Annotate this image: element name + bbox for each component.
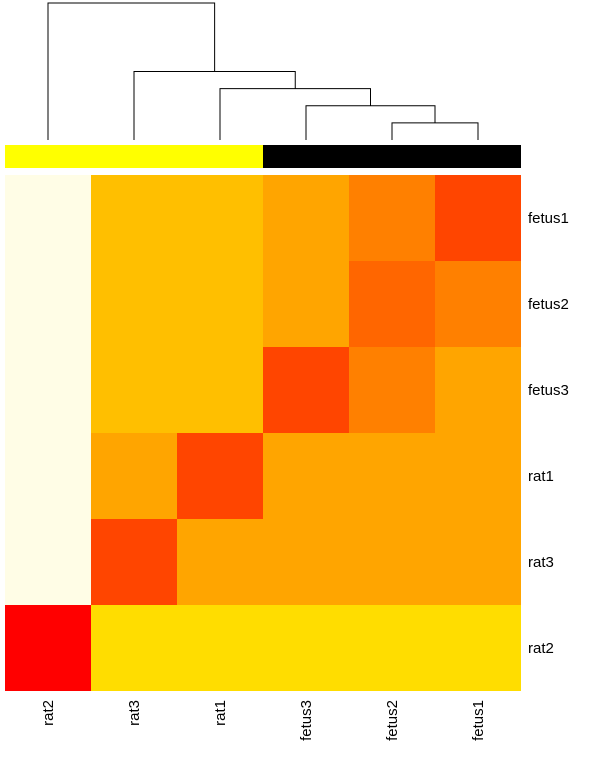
- heatmap-cell-rat1-rat3: [91, 433, 177, 519]
- heatmap-cell-rat3-fetus2: [349, 519, 435, 605]
- heatmap-cell-fetus3-rat3: [91, 347, 177, 433]
- group-bar-segment-rat3: [91, 145, 177, 168]
- heatmap-cell-rat3-fetus1: [435, 519, 521, 605]
- heatmap-cell-fetus1-rat2: [5, 175, 91, 261]
- heatmap-cell-rat1-rat1: [177, 433, 263, 519]
- heatmap-cell-rat1-fetus2: [349, 433, 435, 519]
- heatmap-cell-fetus2-fetus3: [263, 261, 349, 347]
- group-bar-segment-fetus3: [263, 145, 349, 168]
- group-bar-segment-rat1: [177, 145, 263, 168]
- group-bar-segment-fetus2: [349, 145, 435, 168]
- heatmap-cell-fetus1-rat1: [177, 175, 263, 261]
- dendrogram-link-1: [391, 122, 479, 140]
- heatmap-cell-fetus3-fetus3: [263, 347, 349, 433]
- column-label-fetus1: fetus1: [470, 700, 487, 741]
- column-dendrogram: [47, 2, 479, 140]
- dendrogram-link-5: [47, 2, 216, 140]
- heatmap-cell-fetus3-fetus2: [349, 347, 435, 433]
- heatmap-cell-rat2-rat2: [5, 605, 91, 691]
- heatmap-cell-fetus3-fetus1: [435, 347, 521, 433]
- heatmap-cell-rat2-rat3: [91, 605, 177, 691]
- heatmap-cell-fetus1-fetus2: [349, 175, 435, 261]
- heatmap-cells: [5, 175, 521, 691]
- row-labels: fetus1 fetus2 fetus3 rat1 rat3 rat2: [528, 210, 569, 657]
- column-label-fetus3: fetus3: [298, 700, 315, 741]
- row-label-fetus2: fetus2: [528, 296, 569, 313]
- group-bar-segment-fetus1: [435, 145, 521, 168]
- heatmap-cell-rat3-rat2: [5, 519, 91, 605]
- row-label-rat2: rat2: [528, 640, 554, 657]
- heatmap-cell-rat2-fetus2: [349, 605, 435, 691]
- heatmap-cell-fetus1-fetus3: [263, 175, 349, 261]
- heatmap-cell-rat2-fetus3: [263, 605, 349, 691]
- heatmap-cell-rat3-rat3: [91, 519, 177, 605]
- heatmap-cell-fetus3-rat2: [5, 347, 91, 433]
- group-bar-segment-rat2: [5, 145, 91, 168]
- row-label-rat1: rat1: [528, 468, 554, 485]
- heatmap-cell-rat3-rat1: [177, 519, 263, 605]
- column-label-rat3: rat3: [126, 700, 143, 726]
- column-label-rat1: rat1: [212, 700, 229, 726]
- row-label-rat3: rat3: [528, 554, 554, 571]
- heatmap-cell-rat2-rat1: [177, 605, 263, 691]
- heatmap-cell-rat1-rat2: [5, 433, 91, 519]
- heatmap-cell-rat2-fetus1: [435, 605, 521, 691]
- heatmap-cell-rat1-fetus3: [263, 433, 349, 519]
- heatmap-cell-fetus2-rat3: [91, 261, 177, 347]
- heatmap-cell-fetus2-rat2: [5, 261, 91, 347]
- heatmap-cell-rat1-fetus1: [435, 433, 521, 519]
- heatmap-cell-fetus2-rat1: [177, 261, 263, 347]
- heatmap-cell-fetus3-rat1: [177, 347, 263, 433]
- column-label-fetus2: fetus2: [384, 700, 401, 741]
- column-group-color-bar: [5, 145, 521, 168]
- heatmap-cell-rat3-fetus3: [263, 519, 349, 605]
- row-label-fetus3: fetus3: [528, 382, 569, 399]
- heatmap-cell-fetus1-fetus1: [435, 175, 521, 261]
- heatmap-cell-fetus2-fetus2: [349, 261, 435, 347]
- column-labels: rat2 rat3 rat1 fetus3 fetus2 fetus1: [40, 700, 487, 741]
- row-label-fetus1: fetus1: [528, 210, 569, 227]
- dendrogram-link-4: [133, 71, 296, 140]
- heatmap-cell-fetus2-fetus1: [435, 261, 521, 347]
- dendrogram-link-3: [219, 88, 371, 140]
- heatmap-cell-fetus1-rat3: [91, 175, 177, 261]
- column-label-rat2: rat2: [40, 700, 57, 726]
